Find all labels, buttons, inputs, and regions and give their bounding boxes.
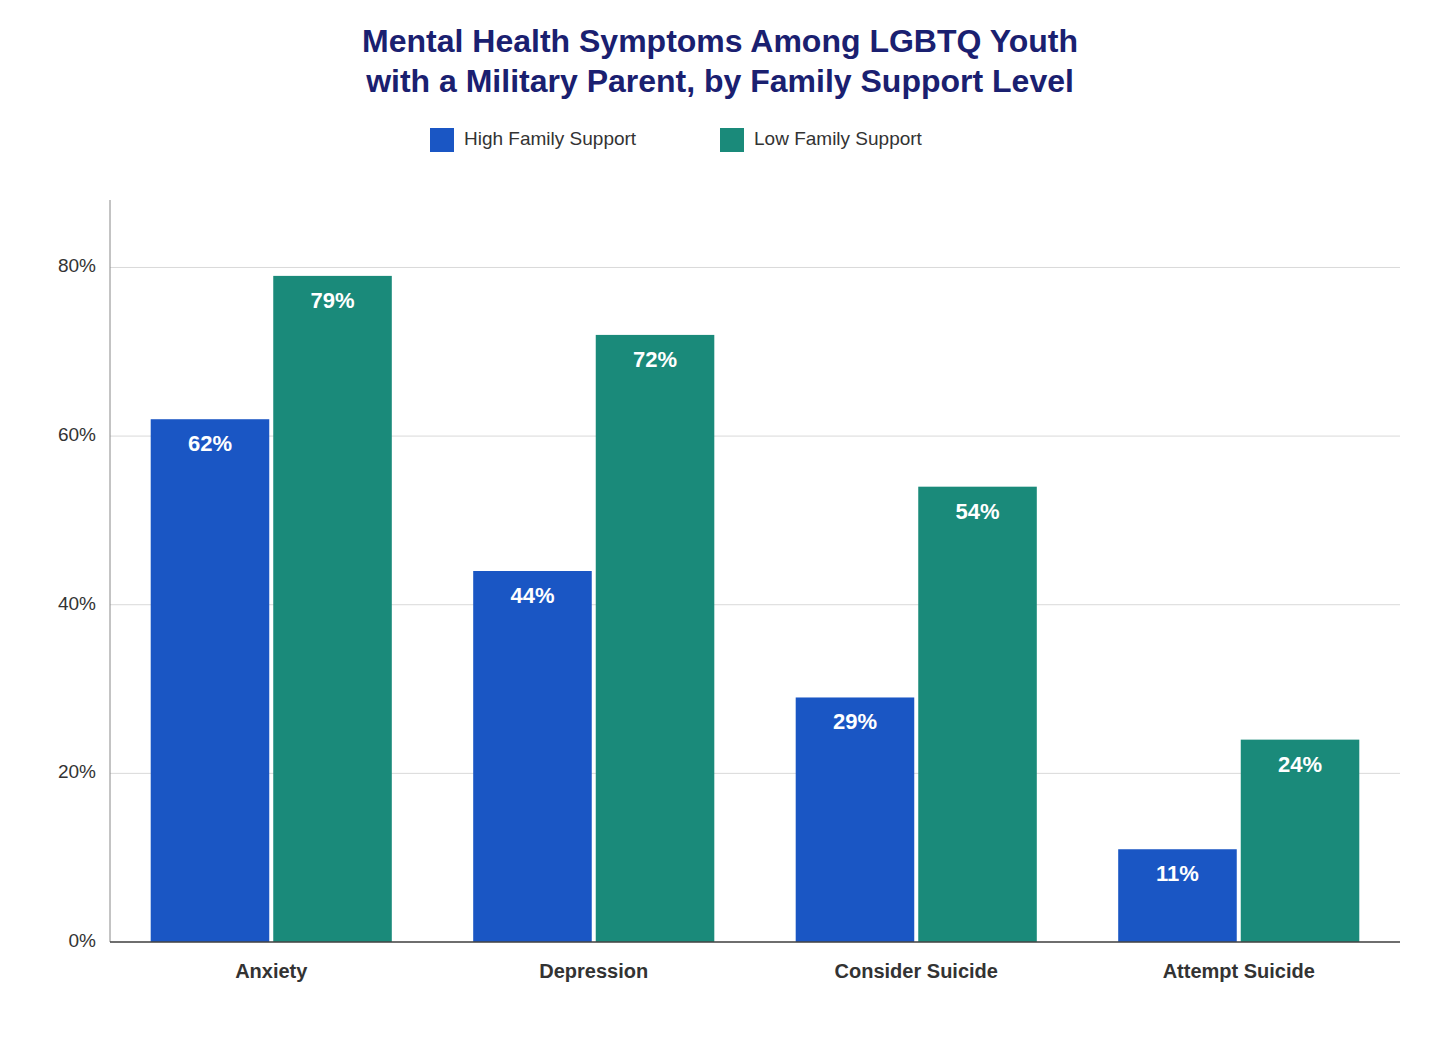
- bars: [151, 276, 1360, 942]
- chart-svg: Mental Health Symptoms Among LGBTQ Youth…: [0, 0, 1440, 1037]
- bar: [473, 571, 592, 942]
- bar: [151, 419, 270, 942]
- title-line: Mental Health Symptoms Among LGBTQ Youth: [362, 23, 1078, 59]
- x-tick-label: Anxiety: [235, 960, 308, 982]
- y-tick-label: 80%: [58, 255, 96, 276]
- y-tick-label: 60%: [58, 424, 96, 445]
- data-label: 29%: [833, 709, 877, 734]
- data-label: 54%: [956, 499, 1000, 524]
- data-label: 44%: [510, 583, 554, 608]
- legend: High Family Support Low Family Support: [430, 128, 923, 152]
- x-tick-label: Attempt Suicide: [1163, 960, 1315, 982]
- data-label: 62%: [188, 431, 232, 456]
- data-labels: 62% 44% 29% 11% 79% 72% 54% 24%: [188, 288, 1322, 886]
- bar: [273, 276, 392, 942]
- data-label: 72%: [633, 347, 677, 372]
- grid-line: [110, 267, 1400, 268]
- data-label: 79%: [311, 288, 355, 313]
- bar: [796, 697, 915, 942]
- title-line: with a Military Parent, by Family Suppor…: [365, 63, 1074, 99]
- title: Mental Health Symptoms Among LGBTQ Youth…: [362, 23, 1078, 99]
- legend-swatch: [720, 128, 744, 152]
- y-tick-label: 40%: [58, 593, 96, 614]
- bar: [1118, 849, 1237, 942]
- grid-line: [110, 942, 1400, 943]
- y-tick-label: 0%: [69, 930, 97, 951]
- data-label: 24%: [1278, 752, 1322, 777]
- bar: [596, 335, 715, 942]
- y-tick-label: 20%: [58, 761, 96, 782]
- bar: [918, 487, 1037, 942]
- x-tick-label: Consider Suicide: [835, 960, 998, 982]
- grid: [110, 267, 1400, 942]
- x-axis-line: [110, 941, 1400, 943]
- legend-swatch: [430, 128, 454, 152]
- y-axis-line: [110, 200, 111, 942]
- legend-label: Low Family Support: [754, 128, 923, 149]
- background: [0, 0, 1440, 1037]
- legend-label: High Family Support: [464, 128, 637, 149]
- bar: [1241, 740, 1360, 942]
- x-tick-label: Depression: [539, 960, 648, 982]
- data-label: 11%: [1156, 861, 1199, 886]
